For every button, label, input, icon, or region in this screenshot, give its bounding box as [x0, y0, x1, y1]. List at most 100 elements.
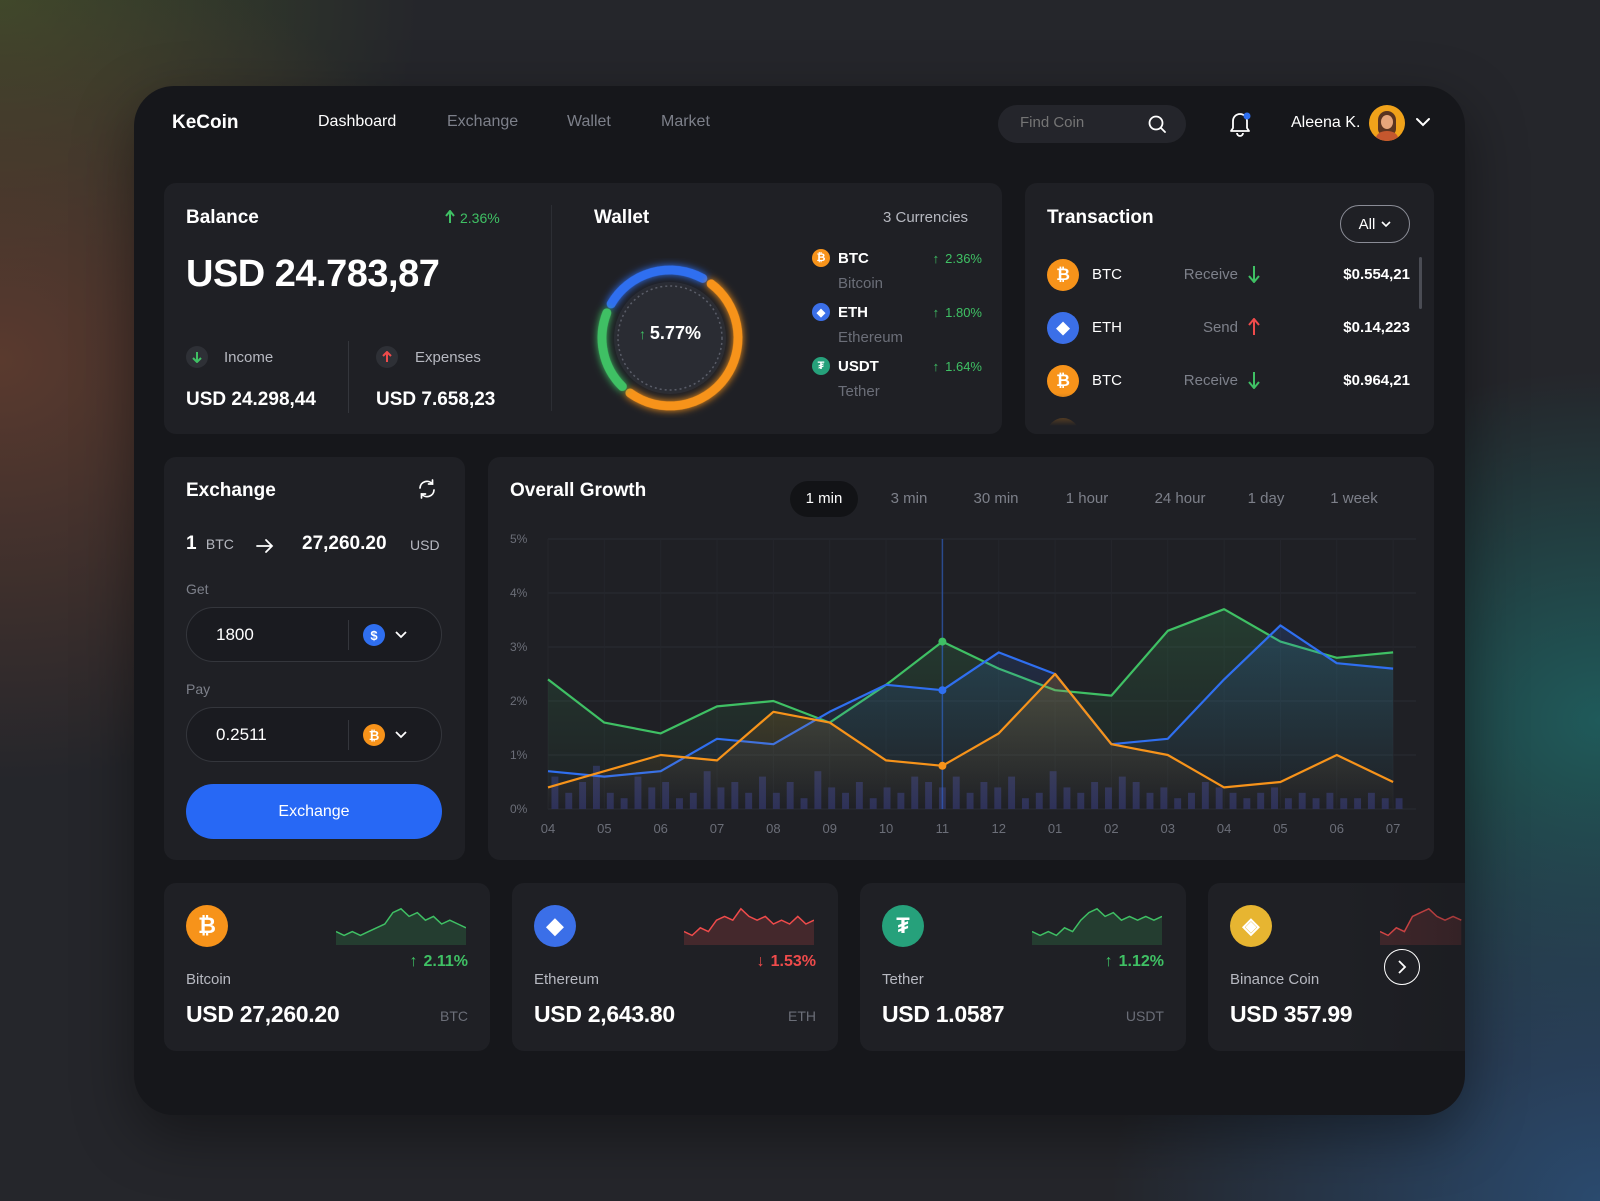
sparkline-area [1380, 908, 1462, 945]
chevron-down-icon [1381, 221, 1391, 228]
tether-icon: ₮ [882, 905, 924, 947]
transaction-row[interactable]: ₿ BTC Receive $0.964,21 [1025, 363, 1434, 399]
coin-card[interactable]: ◈ Binance Coin USD 357.99 [1208, 883, 1465, 1051]
brand-logo: KeCoin [172, 112, 239, 133]
nav-dashboard[interactable]: Dashboard [318, 113, 397, 130]
x-tick-label: 04 [541, 821, 555, 836]
series-line [547, 608, 1394, 735]
tab-30-min[interactable]: 30 min [973, 490, 1019, 507]
coin-card[interactable]: ₿ ↑ 2.11% Bitcoin USD 27,260.20 BTC [164, 883, 490, 1051]
coin-card[interactable]: ₮ ↑ 1.12% Tether USD 1.0587 USDT [860, 883, 1186, 1051]
income-icon [186, 346, 208, 368]
donut-segment [597, 265, 743, 411]
wallet-item-name: Bitcoin [838, 275, 884, 292]
sparkline-chart [336, 907, 466, 945]
wallet-item-change: ↑ 2.36% [932, 251, 982, 266]
wallet-count: 3 Currencies [883, 209, 969, 226]
transaction-amount: $0.554,21 [1343, 266, 1410, 283]
expenses-value: USD 7.658,23 [376, 389, 496, 410]
wallet-item[interactable]: ₿ BTC Bitcoin ↑ 2.36% [812, 249, 982, 297]
arrow-up-icon [1248, 317, 1260, 341]
balance-title: Balance [186, 207, 259, 228]
wallet-item-name: Tether [838, 383, 880, 400]
coin-price: USD 27,260.20 [186, 1001, 340, 1027]
y-tick-label: 1% [510, 748, 528, 762]
tether-icon: ₮ [812, 357, 830, 375]
coin-symbol: BTC [440, 1008, 468, 1024]
sparkline-area [684, 908, 814, 945]
coin-change: ↑ 1.12% [1104, 953, 1164, 970]
x-tick-label: 06 [653, 821, 667, 836]
nav-market[interactable]: Market [661, 113, 710, 130]
chevron-down-icon[interactable] [1415, 115, 1431, 129]
sparkline-line [336, 907, 466, 937]
search-box[interactable] [998, 105, 1186, 143]
x-tick-label: 07 [710, 821, 724, 836]
chevron-right-icon [1398, 960, 1407, 974]
transaction-amount: $0.964,21 [1343, 372, 1410, 389]
wallet-item-symbol: ETH [838, 304, 868, 321]
transaction-filter[interactable]: All [1340, 205, 1410, 243]
wallet-item[interactable]: ◆ ETH Ethereum ↑ 1.80% [812, 303, 982, 351]
get-input[interactable]: 1800 [216, 625, 254, 644]
get-field[interactable]: 1800 $ [186, 607, 442, 662]
bell-icon[interactable] [1227, 110, 1253, 138]
next-button[interactable] [1384, 949, 1420, 985]
donut-inner-ring [617, 285, 723, 391]
exchange-card: Exchange 1 BTC 27,260.20 USD Get 1800 $ … [164, 457, 465, 860]
tab-1-min[interactable]: 1 min [790, 481, 858, 517]
field-divider [348, 720, 349, 750]
coin-card[interactable]: ◆ ↓ 1.53% Ethereum USD 2,643.80 ETH [512, 883, 838, 1051]
exchange-button[interactable]: Exchange [186, 784, 442, 839]
wallet-donut-chart [597, 265, 743, 411]
search-icon[interactable] [1147, 114, 1167, 134]
arrow-down-icon [1248, 371, 1260, 394]
transaction-title: Transaction [1047, 207, 1154, 228]
arrow-right-icon [256, 539, 274, 553]
search-input[interactable] [1020, 114, 1140, 131]
divider [348, 341, 349, 413]
user-name[interactable]: Aleena K. [1291, 114, 1361, 131]
pay-field[interactable]: 0.2511 ₿ [186, 707, 442, 762]
volume-bar [1395, 798, 1403, 809]
hover-point [938, 761, 947, 770]
chevron-down-icon[interactable] [395, 630, 407, 640]
scrollbar[interactable] [1419, 257, 1422, 309]
refresh-icon[interactable] [417, 479, 437, 499]
transaction-type: Receive [1183, 372, 1238, 389]
to-amount: 27,260.20 [302, 533, 387, 554]
bitcoin-icon: ₿ [363, 724, 385, 746]
transaction-card: Transaction All ₿ BTC Receive $0.554,21 ◆ ETH… [1025, 183, 1434, 434]
transaction-row[interactable]: ₿ BTC Receive $0.554,21 [1025, 257, 1434, 293]
series-line [547, 624, 1394, 778]
y-tick-label: 5% [510, 532, 528, 546]
wallet-item[interactable]: ₮ USDT Tether ↑ 1.64% [812, 357, 982, 405]
avatar[interactable] [1369, 105, 1405, 141]
pay-label: Pay [186, 681, 211, 697]
tab-1-week[interactable]: 1 week [1330, 490, 1378, 507]
tab-24-hour[interactable]: 24 hour [1154, 490, 1206, 507]
x-tick-label: 08 [766, 821, 780, 836]
coin-price: USD 357.99 [1230, 1001, 1353, 1027]
nav-wallet[interactable]: Wallet [567, 113, 611, 130]
coin-name: Bitcoin [186, 971, 232, 988]
nav-exchange[interactable]: Exchange [447, 113, 519, 130]
wallet-item-change: ↑ 1.80% [932, 305, 982, 320]
wallet-center-value: ↑ 5.77% [639, 323, 701, 343]
tab-1-hour[interactable]: 1 hour [1065, 490, 1109, 507]
section-divider [551, 205, 552, 411]
transaction-row[interactable]: ◆ ETH Send $0.14,223 [1025, 310, 1434, 346]
pay-input[interactable]: 0.2511 [216, 725, 267, 744]
x-tick-label: 05 [1273, 821, 1287, 836]
tab-3-min[interactable]: 3 min [890, 490, 928, 507]
balance-wallet-card: Balance 2.36% USD 24.783,87 Income USD 2… [164, 183, 1002, 434]
coin-name: Binance Coin [1230, 971, 1320, 988]
chevron-down-icon[interactable] [395, 730, 407, 740]
balance-change: 2.36% [460, 210, 500, 226]
coin-symbol: USDT [1125, 1008, 1164, 1024]
transaction-type: Receive [1183, 266, 1238, 283]
expenses-label: Expenses [415, 349, 481, 366]
series-line [547, 672, 1394, 789]
x-tick-label: 12 [992, 821, 1006, 836]
tab-1-day[interactable]: 1 day [1247, 490, 1285, 507]
